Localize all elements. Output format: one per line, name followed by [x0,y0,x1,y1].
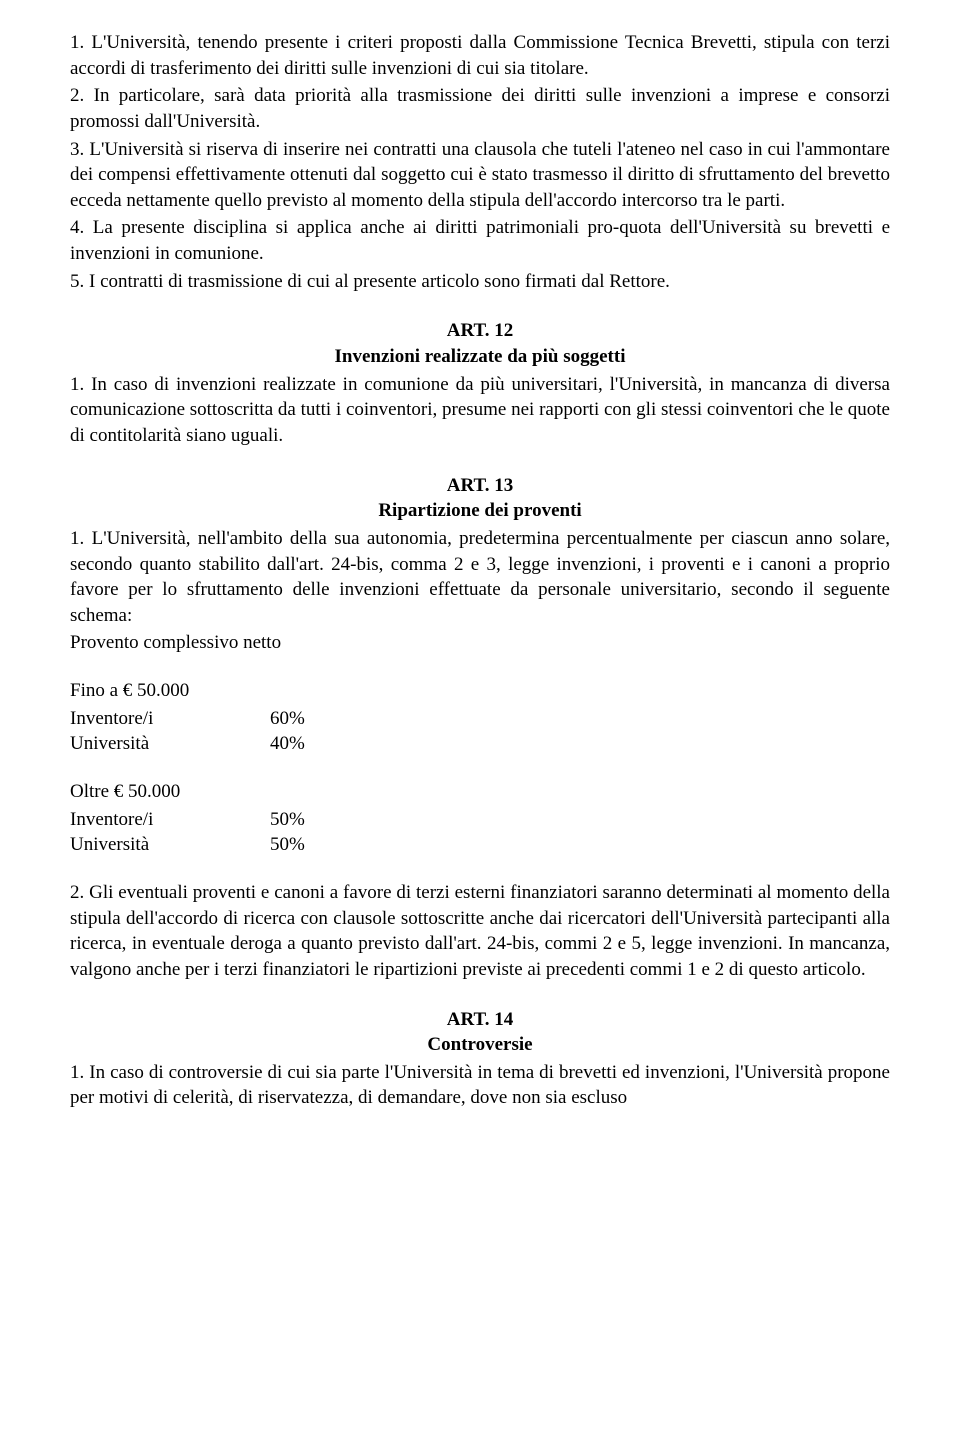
paragraph-3: 3. L'Università si riserva di inserire n… [70,137,890,214]
tier1-row-value: 40% [270,731,305,757]
tier1-row-inventore: Inventore/i 60% [70,706,890,732]
art13-heading: ART. 13 [70,473,890,499]
tier2-row-label: Università [70,832,270,858]
art13-paragraph-2: 2. Gli eventuali proventi e canoni a fav… [70,880,890,983]
paragraph-2: 2. In particolare, sarà data priorità al… [70,83,890,134]
tier2-row-universita: Università 50% [70,832,890,858]
tier1-row-label: Università [70,731,270,757]
tier2-row-value: 50% [270,807,305,833]
art12-heading: ART. 12 [70,318,890,344]
art12-subheading: Invenzioni realizzate da più soggetti [70,344,890,370]
tier2-row-inventore: Inventore/i 50% [70,807,890,833]
provento-label: Provento complessivo netto [70,630,890,656]
art12-paragraph-1: 1. In caso di invenzioni realizzate in c… [70,372,890,449]
tier2-row-value: 50% [270,832,305,858]
tier2-row-label: Inventore/i [70,807,270,833]
tier1-row-universita: Università 40% [70,731,890,757]
art14-heading: ART. 14 [70,1007,890,1033]
art13-subheading: Ripartizione dei proventi [70,498,890,524]
tier1-title: Fino a € 50.000 [70,678,890,704]
tier1-row-label: Inventore/i [70,706,270,732]
tier2-title: Oltre € 50.000 [70,779,890,805]
tier1-row-value: 60% [270,706,305,732]
art14-paragraph-1: 1. In caso di controversie di cui sia pa… [70,1060,890,1111]
art14-subheading: Controversie [70,1032,890,1058]
art13-paragraph-1: 1. L'Università, nell'ambito della sua a… [70,526,890,629]
paragraph-5: 5. I contratti di trasmissione di cui al… [70,269,890,295]
paragraph-4: 4. La presente disciplina si applica anc… [70,215,890,266]
paragraph-1: 1. L'Università, tenendo presente i crit… [70,30,890,81]
